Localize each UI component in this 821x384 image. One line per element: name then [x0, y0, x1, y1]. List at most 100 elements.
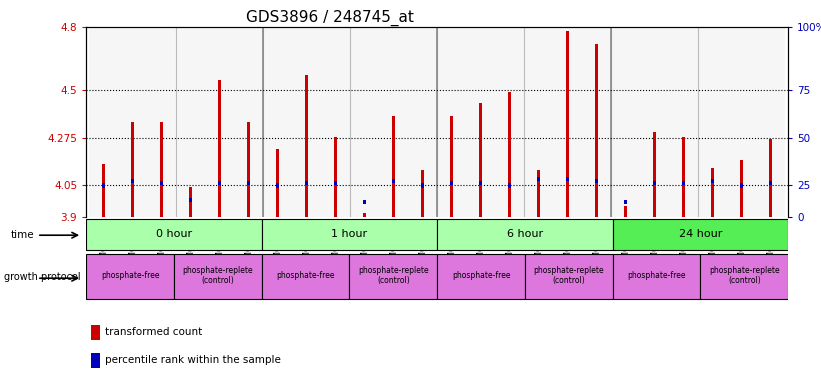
- Bar: [741, 183, 743, 188]
- Text: phosphate-free: phosphate-free: [277, 271, 335, 280]
- Bar: [654, 181, 656, 185]
- Text: phosphate-replete
(control): phosphate-replete (control): [534, 266, 604, 285]
- Bar: [160, 122, 163, 217]
- Bar: [177, 27, 205, 217]
- Bar: [147, 27, 177, 217]
- Bar: [351, 27, 379, 217]
- Bar: [379, 27, 408, 217]
- Bar: [408, 27, 438, 217]
- Bar: [264, 27, 292, 217]
- Bar: [262, 219, 437, 250]
- Bar: [247, 181, 250, 185]
- Bar: [537, 177, 540, 181]
- Text: 1 hour: 1 hour: [332, 228, 368, 238]
- Bar: [91, 325, 100, 340]
- Bar: [86, 219, 262, 250]
- Bar: [234, 27, 264, 217]
- Bar: [479, 103, 483, 217]
- Text: phosphate-replete
(control): phosphate-replete (control): [358, 266, 429, 285]
- Bar: [508, 92, 511, 217]
- Bar: [669, 27, 698, 217]
- Bar: [740, 160, 744, 217]
- Bar: [438, 254, 525, 299]
- Bar: [611, 27, 640, 217]
- Bar: [247, 122, 250, 217]
- Text: 0 hour: 0 hour: [156, 228, 192, 238]
- Bar: [174, 254, 262, 299]
- Text: phosphate-replete
(control): phosphate-replete (control): [182, 266, 253, 285]
- Bar: [653, 132, 657, 217]
- Bar: [525, 254, 612, 299]
- Bar: [566, 31, 570, 217]
- Bar: [756, 27, 785, 217]
- Bar: [392, 179, 395, 184]
- Bar: [682, 137, 686, 217]
- Bar: [624, 200, 627, 205]
- Bar: [189, 187, 192, 217]
- Bar: [595, 179, 599, 184]
- Bar: [698, 27, 727, 217]
- Bar: [131, 179, 134, 184]
- Bar: [524, 27, 553, 217]
- Text: 24 hour: 24 hour: [679, 228, 722, 238]
- Bar: [334, 137, 337, 217]
- Bar: [276, 149, 279, 217]
- Bar: [466, 27, 495, 217]
- Bar: [711, 169, 714, 217]
- Bar: [700, 254, 788, 299]
- Bar: [595, 44, 599, 217]
- Bar: [321, 27, 351, 217]
- Bar: [305, 181, 308, 185]
- Text: phosphate-replete
(control): phosphate-replete (control): [709, 266, 780, 285]
- Text: time: time: [11, 230, 34, 240]
- Text: transformed count: transformed count: [105, 328, 202, 338]
- Bar: [392, 116, 396, 217]
- Bar: [711, 179, 714, 184]
- Bar: [438, 219, 612, 250]
- Text: phosphate-free: phosphate-free: [452, 271, 511, 280]
- Bar: [131, 122, 135, 217]
- Bar: [566, 177, 569, 181]
- Bar: [508, 183, 511, 188]
- Bar: [624, 207, 627, 217]
- Bar: [118, 27, 147, 217]
- Bar: [612, 219, 788, 250]
- Bar: [91, 353, 100, 368]
- Bar: [305, 75, 309, 217]
- Text: growth protocol: growth protocol: [4, 272, 80, 282]
- Bar: [769, 181, 773, 185]
- Text: GDS3896 / 248745_at: GDS3896 / 248745_at: [246, 10, 414, 26]
- Bar: [102, 164, 105, 217]
- Bar: [421, 183, 424, 188]
- Bar: [437, 27, 466, 217]
- Text: percentile rank within the sample: percentile rank within the sample: [105, 355, 281, 365]
- Bar: [292, 27, 321, 217]
- Text: 6 hour: 6 hour: [507, 228, 543, 238]
- Bar: [218, 181, 221, 185]
- Bar: [769, 139, 773, 217]
- Bar: [450, 181, 453, 185]
- Bar: [189, 198, 192, 202]
- Bar: [262, 254, 350, 299]
- Bar: [612, 254, 700, 299]
- Text: phosphate-free: phosphate-free: [101, 271, 159, 280]
- Bar: [89, 27, 118, 217]
- Bar: [479, 181, 482, 185]
- Bar: [350, 254, 437, 299]
- Bar: [582, 27, 611, 217]
- Bar: [86, 254, 174, 299]
- Bar: [682, 181, 686, 185]
- Bar: [102, 183, 105, 188]
- Bar: [276, 183, 279, 188]
- Bar: [640, 27, 669, 217]
- Bar: [160, 181, 163, 185]
- Bar: [334, 181, 337, 185]
- Bar: [421, 170, 424, 217]
- Bar: [205, 27, 234, 217]
- Text: phosphate-free: phosphate-free: [627, 271, 686, 280]
- Bar: [363, 200, 366, 205]
- Bar: [450, 116, 453, 217]
- Bar: [495, 27, 524, 217]
- Bar: [727, 27, 756, 217]
- Bar: [553, 27, 582, 217]
